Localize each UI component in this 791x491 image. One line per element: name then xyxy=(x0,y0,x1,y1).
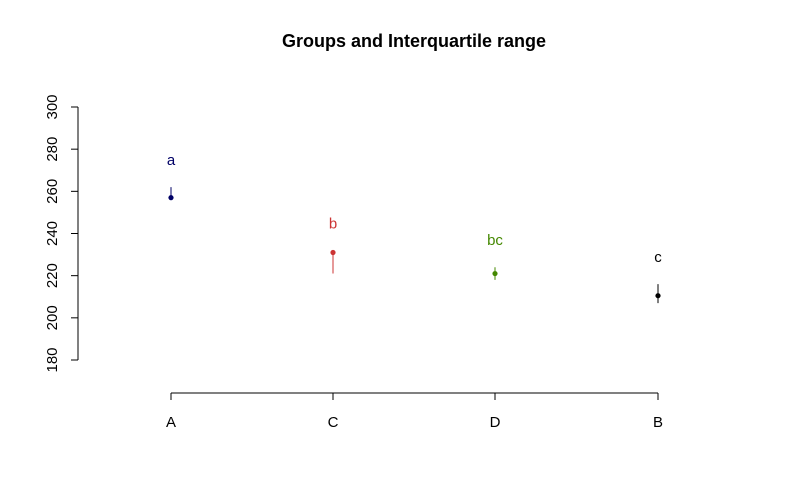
y-tick-label: 240 xyxy=(44,221,61,246)
group-label-d: bc xyxy=(487,232,503,249)
y-tick-label: 280 xyxy=(44,137,61,162)
x-tick-label-a: A xyxy=(166,414,176,431)
x-tick-label-c: C xyxy=(328,414,339,431)
group-label-a: a xyxy=(167,152,176,169)
y-tick-label: 200 xyxy=(44,305,61,330)
y-axis: 180 200 220 240 260 280 300 xyxy=(44,94,79,373)
x-tick-label-b: B xyxy=(653,414,663,431)
chart-title: Groups and Interquartile range xyxy=(282,31,546,51)
group-label-c: b xyxy=(329,215,337,232)
point-c xyxy=(330,249,336,256)
point-a xyxy=(168,195,174,201)
data-marks: a b bc c xyxy=(167,152,662,304)
x-tick-label-d: D xyxy=(490,414,501,431)
point-b xyxy=(655,293,661,299)
y-tick-label: 260 xyxy=(44,179,61,204)
y-tick-label: 300 xyxy=(44,94,61,119)
y-tick-label: 220 xyxy=(44,263,61,288)
group-label-b: c xyxy=(654,249,662,266)
y-tick-label: 180 xyxy=(44,347,61,372)
point-d xyxy=(492,270,498,277)
